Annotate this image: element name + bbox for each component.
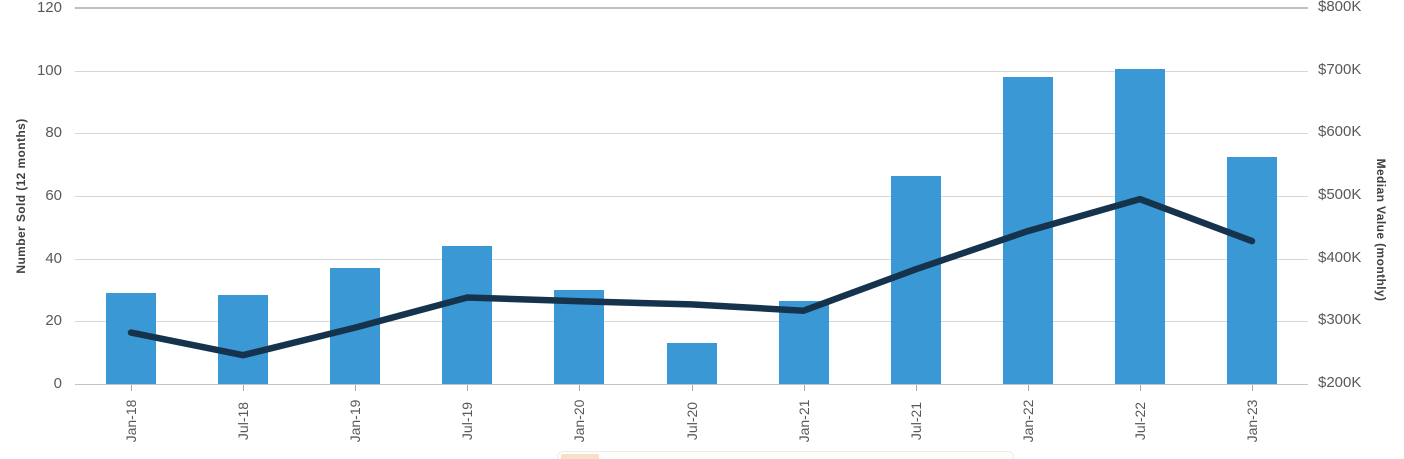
x-axis-tick — [1251, 385, 1253, 391]
x-axis-label-jan-18: Jan-18 — [123, 399, 140, 443]
x-axis-tick — [803, 385, 805, 391]
bar-jul-22[interactable] — [1114, 69, 1165, 384]
legend-swatch — [561, 454, 599, 459]
left-axis-tick-label: 60 — [45, 187, 62, 204]
gridline — [75, 384, 1308, 385]
x-axis-label-jan-20: Jan-20 — [571, 399, 588, 443]
x-axis-tick — [355, 385, 357, 391]
median-value-trend-line[interactable] — [127, 195, 1256, 359]
x-axis-label-jan-19: Jan-19 — [347, 399, 364, 443]
left-axis-tick-label: 80 — [45, 124, 62, 142]
x-axis-tick — [915, 385, 917, 391]
left-axis-tick-label: 120 — [36, 0, 62, 16]
x-axis-label-jan-22: Jan-22 — [1019, 399, 1036, 443]
x-axis-label-jul-21: Jul-21 — [907, 401, 924, 441]
x-axis-tick — [579, 385, 581, 391]
bar-jul-18[interactable] — [218, 294, 269, 384]
right-axis-tick-label: $500K — [1318, 186, 1362, 203]
right-axis-tick-label: $800K — [1318, 0, 1362, 15]
x-axis-label-jul-20: Jul-20 — [683, 401, 700, 441]
right-axis-tick-label: $300K — [1318, 311, 1362, 329]
x-axis-label-jan-21: Jan-21 — [795, 399, 812, 443]
right-axis-tick-label: $400K — [1318, 248, 1362, 266]
x-axis-tick — [131, 385, 133, 391]
x-axis-label-jan-23: Jan-23 — [1243, 399, 1260, 443]
left-axis-tick-label: 40 — [45, 249, 62, 267]
left-axis-tick-label: 0 — [53, 375, 62, 392]
x-axis-tick — [1139, 385, 1141, 391]
right-axis-title: Median Value (monthly) — [1374, 158, 1388, 302]
x-axis-label-jul-22: Jul-22 — [1131, 401, 1148, 441]
gridline — [75, 258, 1308, 260]
bar-jul-20[interactable] — [666, 343, 717, 384]
x-axis-tick — [1027, 385, 1029, 391]
gridline — [75, 70, 1308, 72]
x-axis-tick — [691, 385, 693, 391]
left-axis-tick-label: 100 — [36, 61, 62, 79]
x-axis-tick — [243, 385, 245, 391]
bar-jan-20[interactable] — [554, 290, 605, 384]
left-axis-tick-label: 20 — [45, 312, 62, 330]
bar-jan-23[interactable] — [1226, 156, 1277, 384]
gridline — [75, 133, 1308, 135]
gridline — [75, 196, 1308, 197]
right-axis-tick-label: $200K — [1318, 374, 1362, 391]
bar-jul-19[interactable] — [442, 246, 493, 384]
bar-jul-21[interactable] — [890, 175, 941, 384]
x-axis-label-jul-18: Jul-18 — [235, 401, 252, 441]
bar-jan-21[interactable] — [778, 300, 829, 384]
right-axis-tick-label: $700K — [1318, 60, 1362, 78]
right-axis-tick-label: $600K — [1318, 123, 1362, 141]
gridline — [75, 321, 1308, 323]
legend-cutoff — [557, 451, 1014, 459]
x-axis-tick — [467, 385, 469, 391]
x-axis-label-jul-19: Jul-19 — [459, 401, 476, 441]
gridline — [75, 7, 1308, 9]
